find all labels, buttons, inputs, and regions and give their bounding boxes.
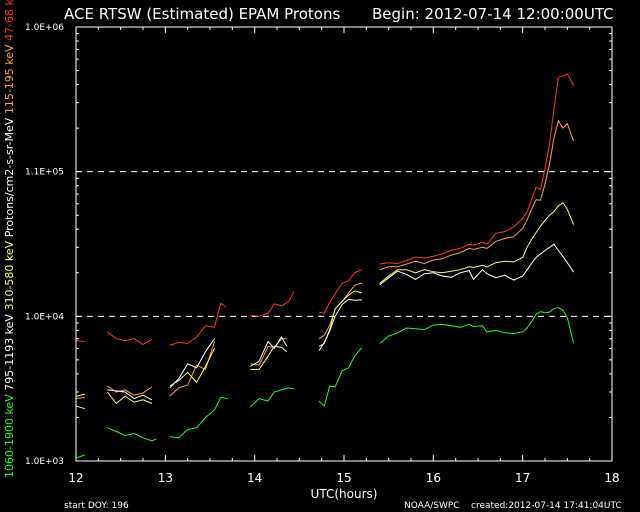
series-line-segment (250, 345, 288, 370)
series-line-segment (107, 389, 153, 401)
series-line-segment (379, 243, 575, 286)
series-line-segment (75, 454, 86, 459)
series-line-segment (75, 393, 86, 397)
series-line-segment (379, 73, 575, 265)
x-tick-label: 18 (604, 471, 619, 485)
series-line-segment (169, 396, 228, 439)
series-line-segment (318, 269, 363, 314)
x-tick-label: 14 (247, 471, 262, 485)
series-line-segment (249, 336, 288, 367)
legend-text: 1060-1900 keV 795-1193 keV 310-580 keV P… (3, 0, 16, 478)
series-legend: 1060-1900 keV 795-1193 keV 310-580 keV P… (3, 0, 16, 478)
legend-item-0: 47-68 keV (3, 0, 16, 44)
series-4 (75, 307, 575, 459)
series-line-segment (75, 405, 86, 410)
legend-item-4: 1060-1900 keV (3, 394, 16, 478)
series-line-segment (106, 391, 153, 405)
series-line-segment (250, 291, 295, 317)
legend-item-3: 795-1193 keV (3, 314, 16, 395)
series-line-segment (379, 201, 575, 284)
series-line-segment (249, 387, 295, 408)
y-tick-label: 1.0E+06 (25, 23, 64, 33)
created-timestamp: created:2012-07-14 17:41:04UTC (471, 501, 622, 511)
series-line-segment (107, 427, 157, 442)
series-line-segment (75, 340, 85, 342)
series-line-segment (318, 298, 362, 351)
series-line-segment (75, 396, 85, 400)
x-axis-label: UTC(hours) (311, 487, 378, 501)
x-tick-label: 17 (515, 471, 530, 485)
legend-item-2: 310-580 keV (3, 240, 16, 314)
x-axis-ticks: 12 13 14 15 16 17 18 (68, 27, 620, 485)
series-line-segment (169, 338, 215, 389)
series-layer (75, 73, 575, 459)
credit-label: NOAA/SWPC (404, 501, 460, 511)
series-line-segment (169, 341, 215, 397)
series-line-segment (169, 302, 227, 346)
series-0 (75, 73, 575, 346)
series-line-segment (379, 307, 575, 344)
start-doy-label: start DOY: 196 (64, 501, 129, 511)
series-line-segment (169, 348, 215, 387)
x-tick-label: 12 (68, 471, 83, 485)
y-tick-label: 1.0E+03 (25, 457, 64, 467)
y-tick-label: 1.1E+05 (25, 168, 64, 178)
x-tick-label: 15 (336, 471, 351, 485)
chart-title: ACE RTSW (Estimated) EPAM Protons (64, 5, 340, 23)
series-line-segment (379, 119, 575, 271)
legend-item-1: 115-195 keV (3, 44, 16, 118)
y-axis-ticks: 1.0E+03 1.0E+04 1.1E+05 1.0E+06 (25, 23, 612, 467)
y-axis-label: Protons/cm2-s-sr-MeV (3, 117, 16, 241)
x-tick-label: 16 (426, 471, 441, 485)
series-line-segment (106, 331, 153, 345)
y-tick-label: 1.0E+04 (25, 312, 64, 322)
series-3 (75, 243, 575, 401)
begin-time-label: Begin: 2012-07-14 12:00:00UTC (372, 5, 614, 23)
x-tick-label: 13 (158, 471, 173, 485)
series-line-segment (318, 347, 363, 407)
reference-lines (76, 171, 612, 317)
